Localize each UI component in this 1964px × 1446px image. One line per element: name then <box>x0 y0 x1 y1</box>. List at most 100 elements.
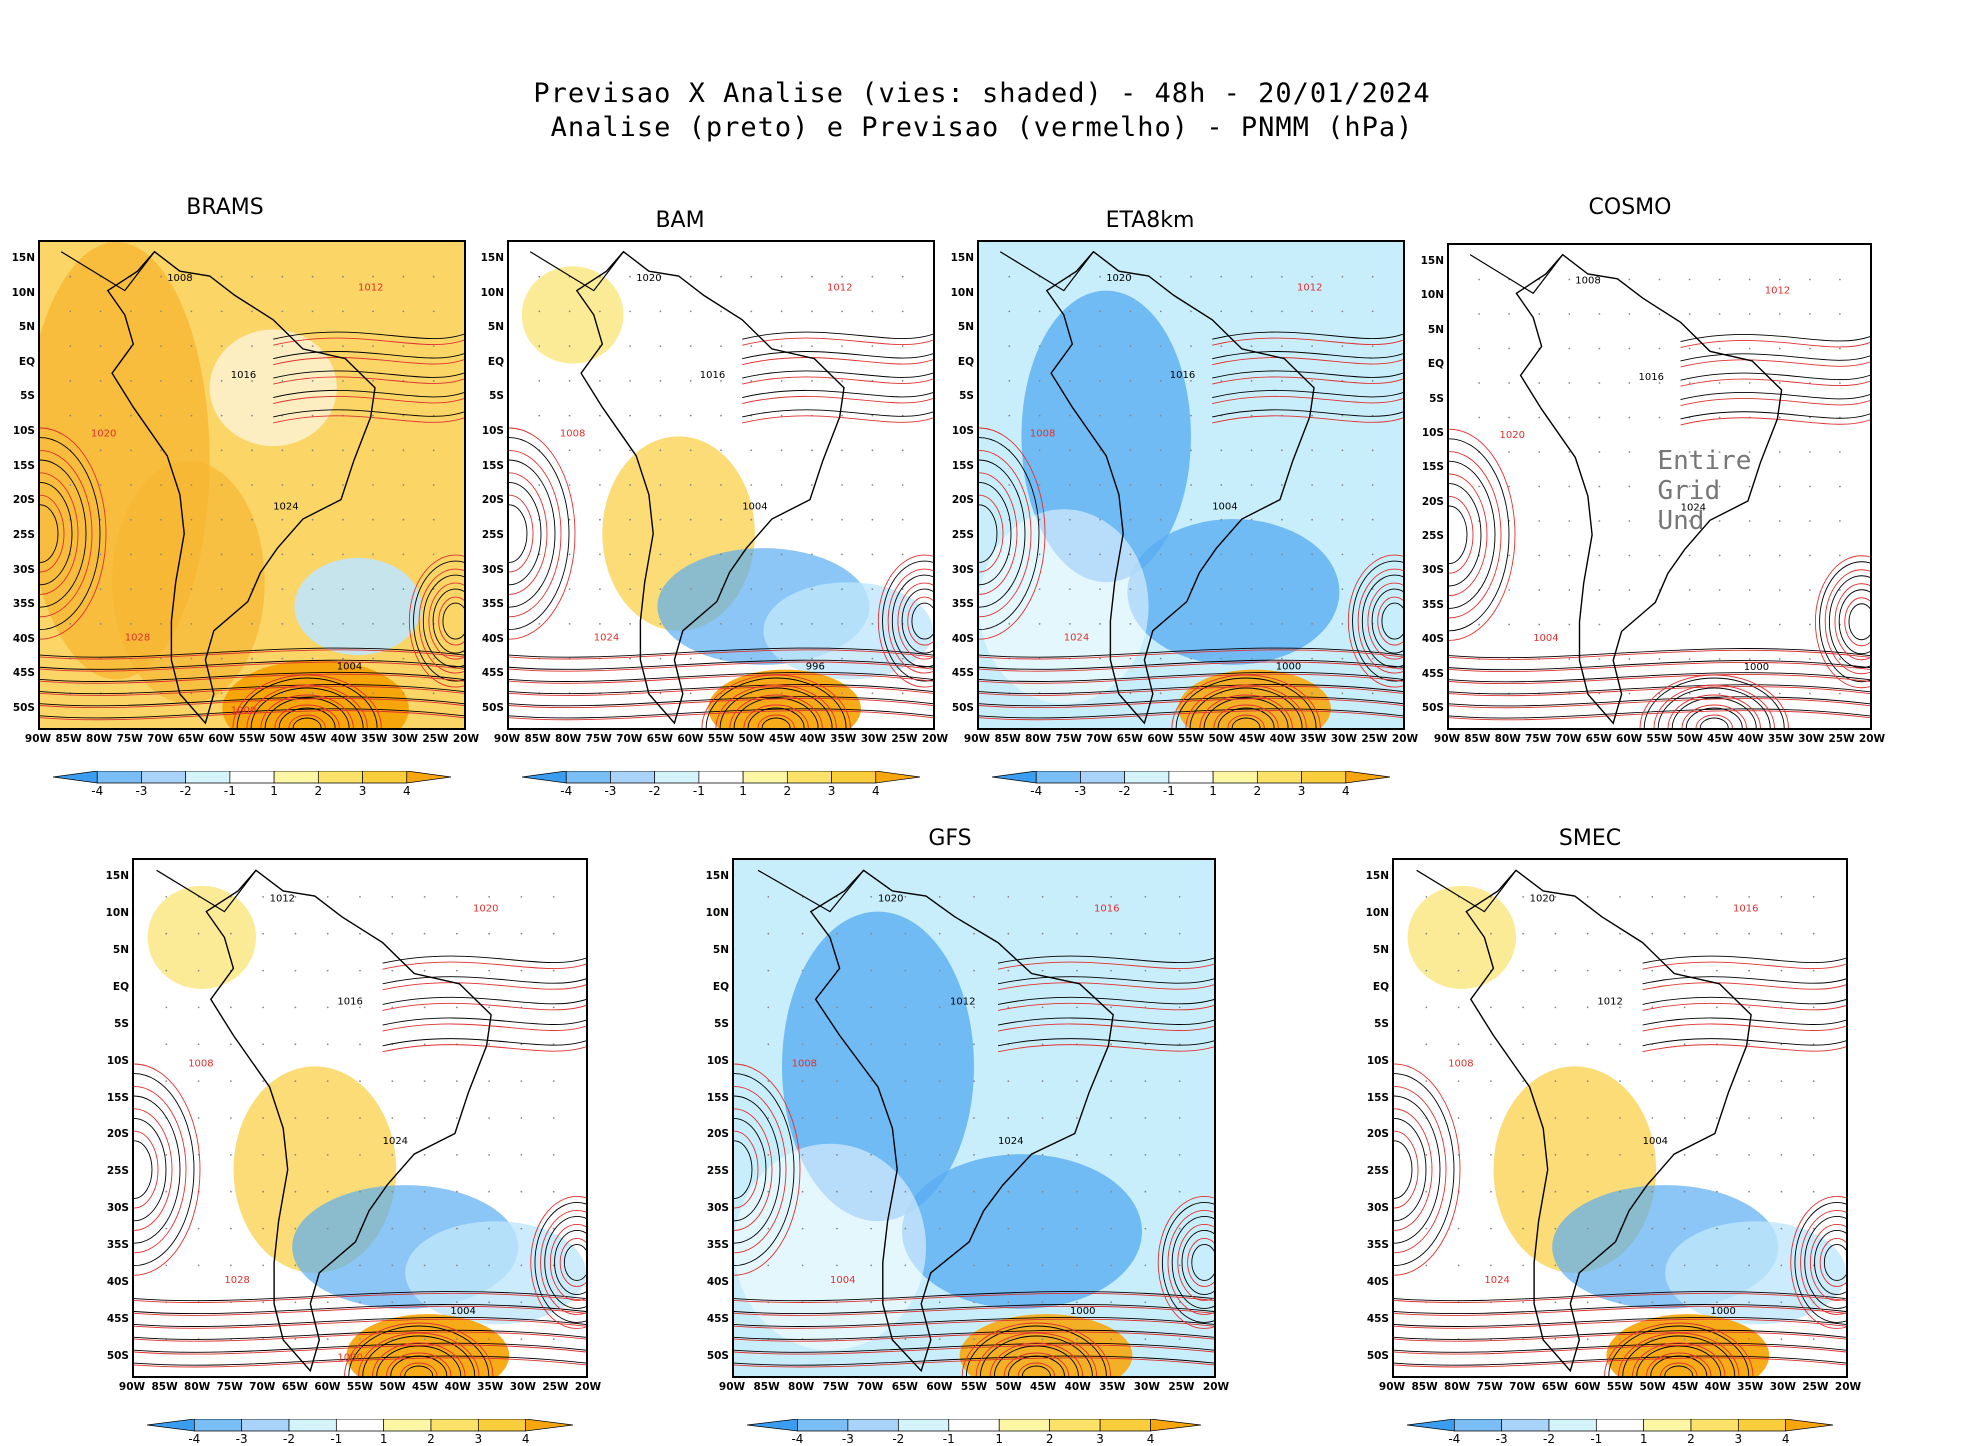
colorbar-label: -2 <box>648 784 661 798</box>
isobar-label: 1008 <box>560 428 585 439</box>
lon-tick: 75W <box>1055 733 1082 745</box>
lon-tick: 65W <box>177 733 204 745</box>
lon-tick: 30W <box>509 1381 536 1393</box>
lon-tick: 70W <box>1555 733 1582 745</box>
colorbar-label: 4 <box>871 784 880 798</box>
lon-tick: 70W <box>147 733 174 745</box>
colorbar-label: 2 <box>783 784 792 798</box>
colorbar-label: -3 <box>604 784 617 798</box>
continent-outline <box>1465 869 1752 1373</box>
lat-tick: 20S <box>481 494 504 507</box>
lat-tick: 20S <box>706 1128 729 1141</box>
lat-tick: 40S <box>106 1276 129 1289</box>
map-cosmo: 1008 1012 1016 1020 1024 1004 1000 <box>1447 243 1872 730</box>
lat-tick: 15S <box>951 459 974 472</box>
lon-tick: 40W <box>444 1381 471 1393</box>
lat-tick: 35S <box>1366 1239 1389 1252</box>
isobar-label: 1000 <box>1710 1306 1735 1317</box>
colorbar-label: -3 <box>841 1432 854 1446</box>
panel-title-cosmo: COSMO <box>1588 195 1672 220</box>
isobar-label: 1012 <box>1297 283 1322 294</box>
lon-tick: 40W <box>1269 733 1296 745</box>
colorbar-label: -4 <box>91 784 104 798</box>
lon-tick: 55W <box>707 733 735 745</box>
isobar-label: 996 <box>806 662 825 673</box>
lat-tick: 10N <box>11 286 35 299</box>
lat-tick: 10S <box>12 425 35 438</box>
isobar-label: 1004 <box>742 501 767 512</box>
continent-outline <box>106 250 376 725</box>
lon-tick: 25W <box>1361 733 1388 745</box>
lon-tick: 50W <box>738 733 765 745</box>
isobar-label: 1012 <box>358 283 383 294</box>
lat-tick: 10N <box>1420 289 1444 302</box>
lon-tick: 85W <box>994 733 1021 745</box>
colorbar-label: 4 <box>1341 784 1350 798</box>
lon-tick: 65W <box>891 1381 918 1393</box>
lon-tick: 35W <box>477 1381 504 1393</box>
lon-tick: 55W <box>238 733 266 745</box>
map-smec: 1020 1016 1012 1008 1004 1024 1000 <box>1392 858 1848 1378</box>
lon-tick: 85W <box>524 733 551 745</box>
lon-tick: 40W <box>1064 1381 1091 1393</box>
lon-tick: 80W <box>1025 733 1052 745</box>
isobar-label: 1008 <box>188 1058 213 1069</box>
isobar-label: 1004 <box>830 1275 855 1286</box>
lat-tick: 25S <box>12 528 35 541</box>
lat-tick: 50S <box>706 1350 729 1362</box>
lat-tick: 5N <box>957 321 974 334</box>
continent-outline <box>575 250 845 725</box>
lon-tick: 50W <box>1676 733 1703 745</box>
colorbar-label: 3 <box>1096 1432 1104 1446</box>
map-brams: 1008 1012 1016 1020 1024 1028 1004 1000 <box>38 240 466 730</box>
lon-tick: 85W <box>151 1381 178 1393</box>
lon-tick: 50W <box>379 1381 406 1393</box>
colorbar <box>521 770 922 789</box>
lon-tick: 50W <box>995 1381 1022 1393</box>
colorbar-label: -4 <box>1448 1432 1461 1446</box>
lat-tick: 10S <box>106 1054 129 1067</box>
lat-tick: 35S <box>951 598 974 611</box>
lat-tick: 15N <box>11 252 35 264</box>
lon-tick: 75W <box>116 733 143 745</box>
lat-tick: 45S <box>1366 1313 1389 1326</box>
map-canvas-brams: 1008 1012 1016 1020 1024 1028 1004 1000 <box>40 242 464 728</box>
isobar-label: 1016 <box>1094 904 1119 915</box>
isobar-label: 1016 <box>337 997 362 1008</box>
lat-tick: 40S <box>1421 633 1444 646</box>
isobar-label: 1016 <box>700 370 725 381</box>
colorbar-label: -3 <box>1074 784 1087 798</box>
lon-tick: 45W <box>769 733 796 745</box>
isobar-label: 1008 <box>1030 428 1055 439</box>
lat-tick: 5S <box>20 390 35 403</box>
lat-tick: 5S <box>1429 392 1444 405</box>
lat-tick: 20S <box>12 494 35 507</box>
lat-tick: 15N <box>1420 255 1444 267</box>
lat-tick: 35S <box>1421 598 1444 611</box>
lon-tick: 30W <box>1330 733 1357 745</box>
lon-tick: 20W <box>452 733 480 745</box>
isobar-label: 1016 <box>231 370 256 381</box>
colorbar-label: 3 <box>474 1432 483 1446</box>
lat-tick: 40S <box>481 632 504 645</box>
lat-tick: 45S <box>951 667 974 680</box>
lat-tick: 25S <box>481 528 504 541</box>
panel-title-eta: ETA8km <box>1105 208 1195 233</box>
isobar-label: 1020 <box>1500 430 1525 441</box>
isobar-label: 1020 <box>636 273 661 284</box>
lat-tick: 35S <box>106 1239 129 1252</box>
lon-tick: 85W <box>753 1381 780 1393</box>
isobar-label: 1028 <box>125 633 150 644</box>
lat-tick: 35S <box>12 598 35 611</box>
lat-tick: 15N <box>950 252 974 264</box>
lat-tick: 25S <box>706 1165 729 1178</box>
lat-tick: 35S <box>481 598 504 611</box>
lat-tick: 15N <box>705 870 729 882</box>
undefined-grid-note: Entire Grid Und <box>1657 445 1752 536</box>
lat-tick: 30S <box>951 563 974 576</box>
lon-tick: 80W <box>184 1381 211 1393</box>
isobar-label: 1016 <box>1170 370 1195 381</box>
lat-tick: 20S <box>106 1128 129 1141</box>
lat-tick: 10S <box>481 425 504 438</box>
lat-tick: 5N <box>18 321 35 334</box>
